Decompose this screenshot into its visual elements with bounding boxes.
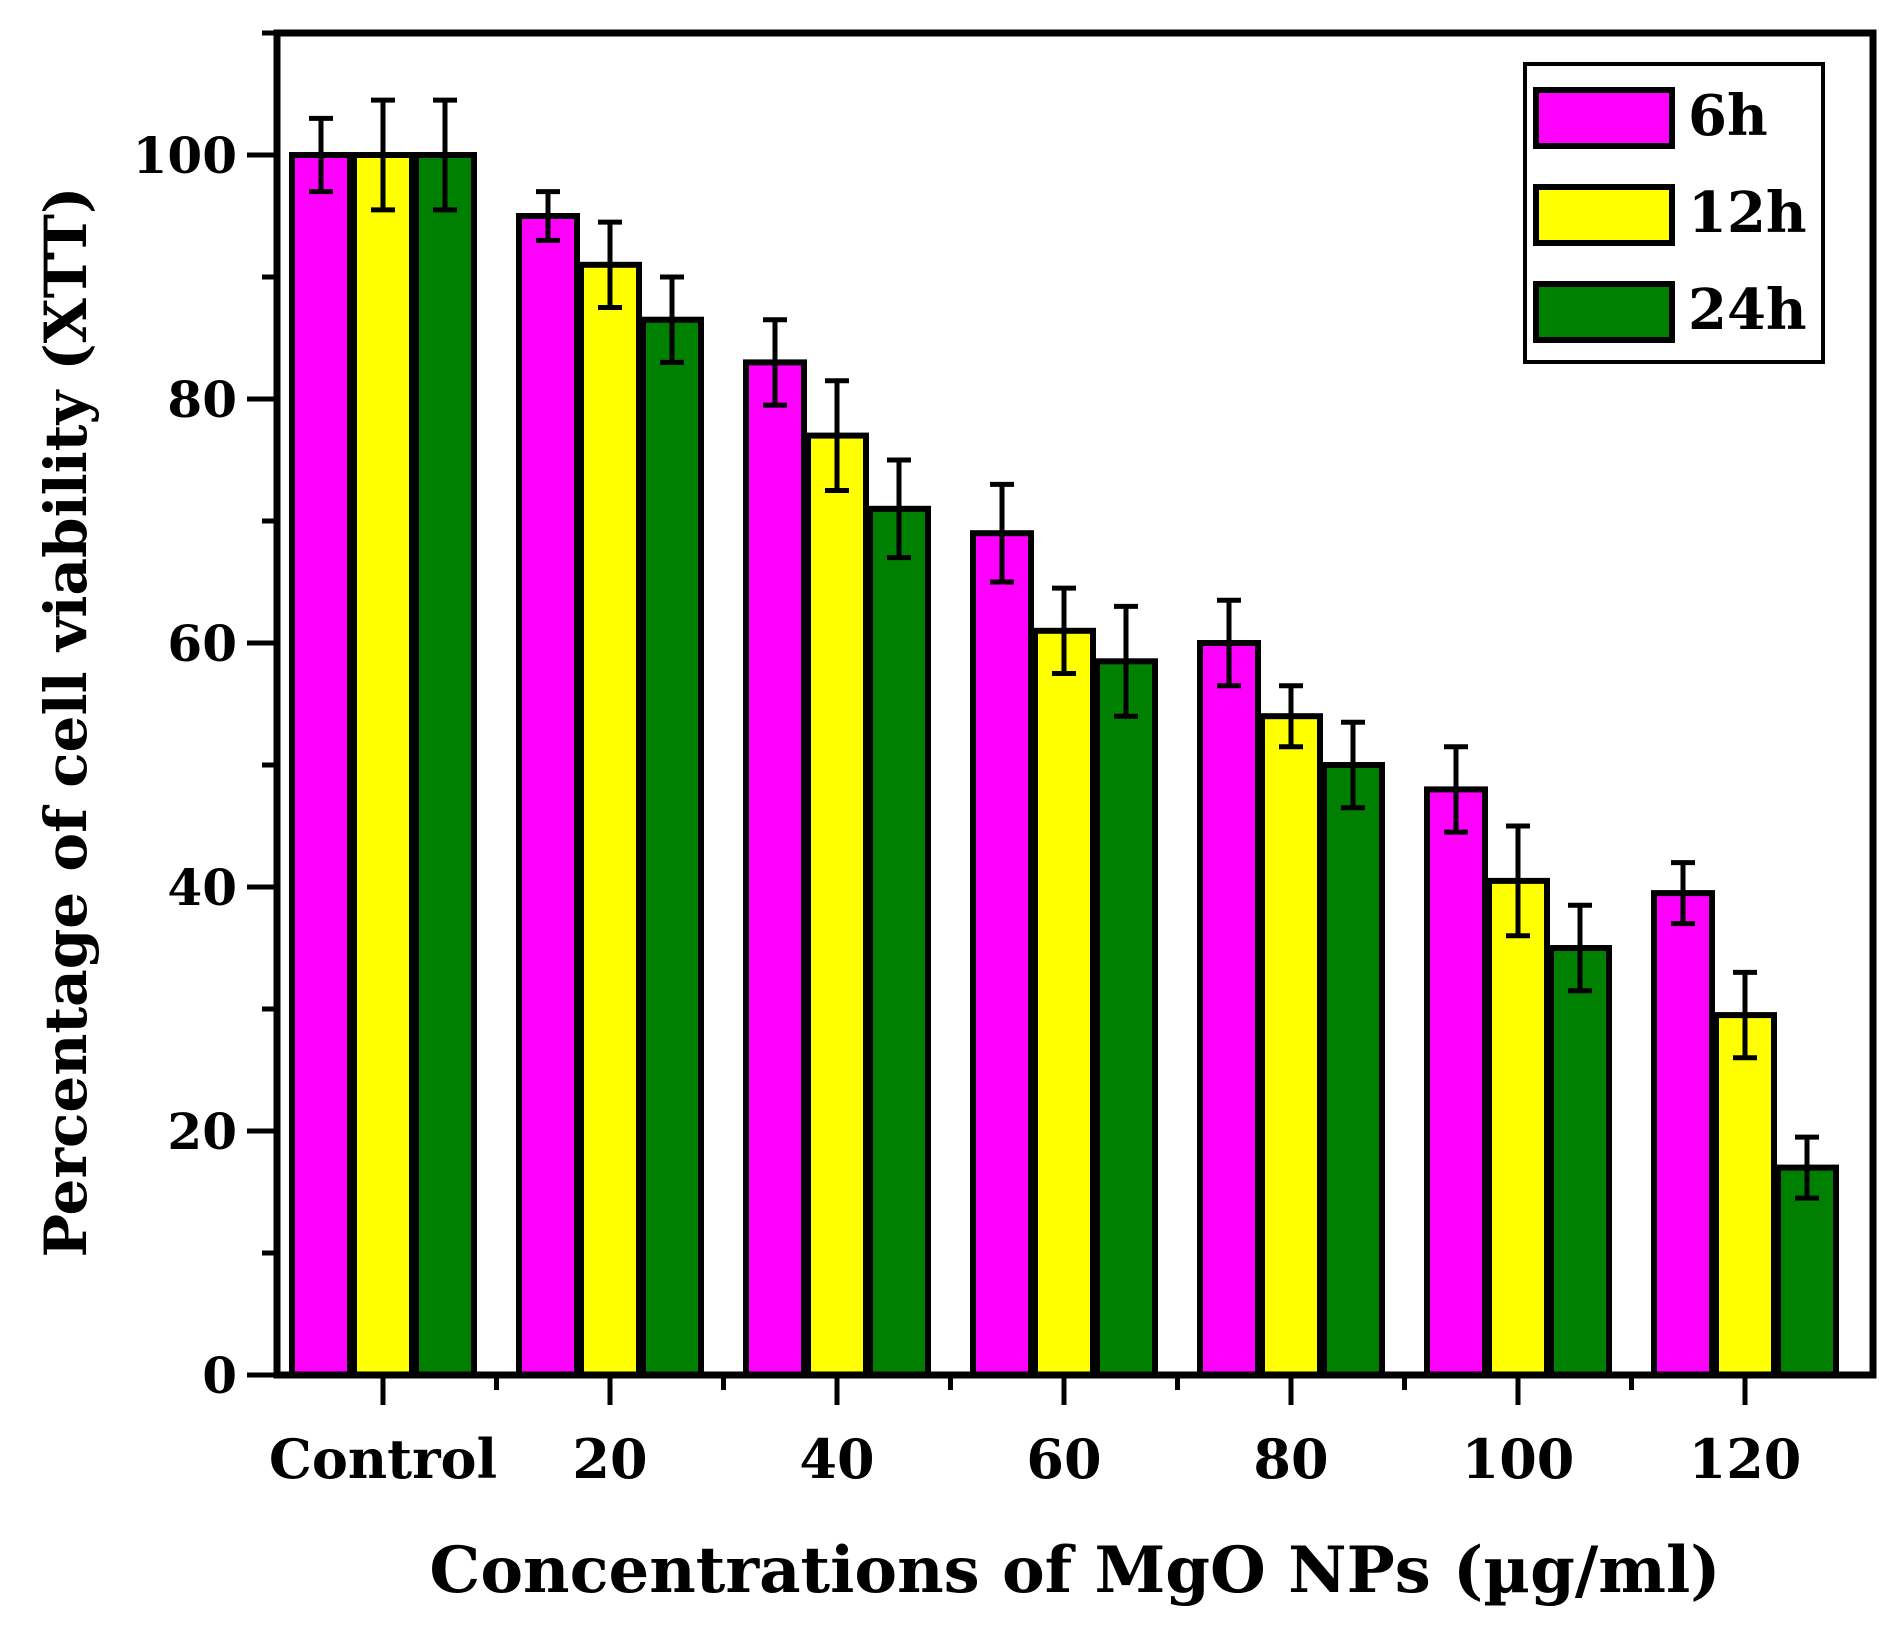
- legend-swatch-24h: [1533, 281, 1675, 343]
- x-tick-label: 20: [572, 1427, 647, 1491]
- bar: [743, 359, 807, 1378]
- bar: [1321, 762, 1385, 1378]
- bar: [1259, 713, 1323, 1378]
- bar: [1032, 627, 1096, 1378]
- bar: [289, 152, 353, 1378]
- y-tick-label: 0: [202, 1346, 237, 1405]
- bar: [867, 505, 931, 1378]
- x-tick-label: 60: [1026, 1427, 1101, 1491]
- legend-label-6h: 6h: [1688, 83, 1768, 149]
- y-axis-label: Percentage of cell viability (XTT): [32, 186, 100, 1257]
- bar: [1548, 945, 1612, 1378]
- bar: [1486, 877, 1550, 1379]
- bar: [578, 261, 642, 1378]
- y-tick-label: 80: [167, 370, 237, 429]
- legend-swatch-6h: [1533, 87, 1675, 149]
- y-tick-label: 20: [167, 1102, 237, 1161]
- x-tick-label: 80: [1253, 1427, 1328, 1491]
- bar: [1651, 890, 1715, 1378]
- bar: [970, 530, 1034, 1378]
- bar: [516, 213, 580, 1378]
- y-axis: 0 20 40 60 80 100: [133, 30, 277, 1405]
- y-tick-label: 60: [167, 614, 237, 673]
- legend-label-24h: 24h: [1688, 277, 1807, 343]
- x-axis: Control 20 40 60 80 100 120: [269, 1375, 1801, 1491]
- bar: [413, 152, 477, 1378]
- bar: [1094, 658, 1158, 1378]
- x-tick-label: Control: [269, 1427, 497, 1491]
- bar: [1424, 786, 1488, 1378]
- x-tick-label: 100: [1462, 1427, 1575, 1491]
- y-tick-label: 100: [133, 126, 237, 185]
- x-axis-label: Concentrations of MgO NPs (µg/ml): [429, 1533, 1720, 1608]
- bar: [805, 432, 869, 1379]
- error-bars-layer: [309, 97, 1819, 1201]
- x-tick-label: 120: [1689, 1427, 1802, 1491]
- plot-frame: [273, 29, 1877, 1379]
- legend-label-12h: 12h: [1688, 180, 1807, 246]
- bar: [640, 316, 704, 1379]
- bar: [1713, 1012, 1777, 1378]
- y-tick-label: 40: [167, 858, 237, 917]
- bar: [1197, 640, 1261, 1378]
- bar: [351, 152, 415, 1378]
- legend-swatch-12h: [1533, 184, 1675, 246]
- x-tick-label: 40: [799, 1427, 874, 1491]
- legend: 6h 12h 24h: [1523, 62, 1825, 364]
